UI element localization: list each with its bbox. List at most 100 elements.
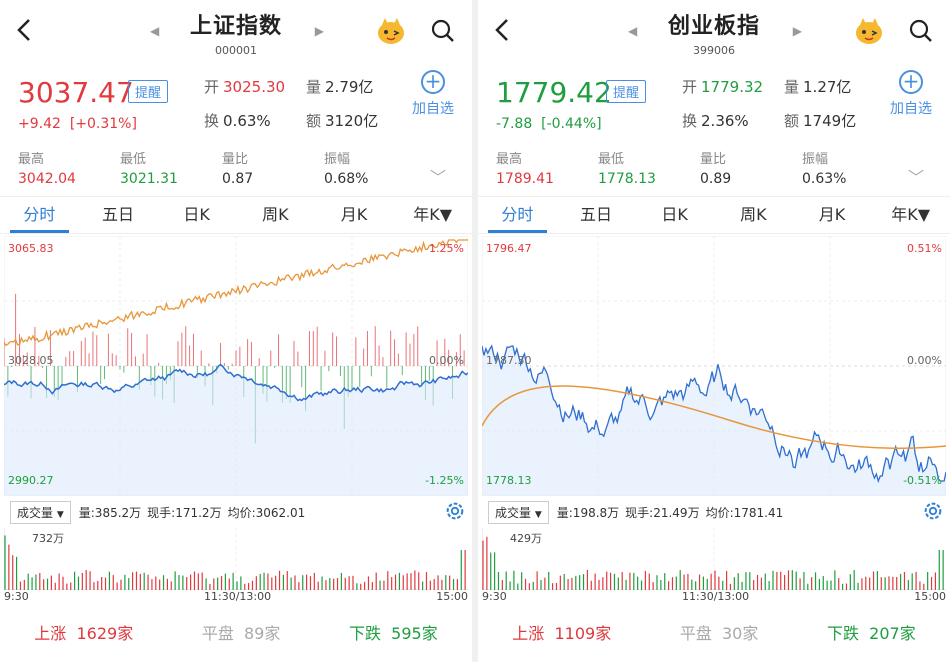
time-start: 9:30 <box>482 590 507 603</box>
volume-toolbar: 成交量 ▼ 量:385.2万 现手:171.2万 均价:3062.01 <box>10 500 470 524</box>
volume-amount: 量:385.2万 <box>78 505 142 520</box>
volume-select[interactable]: 成交量 ▼ <box>10 500 71 524</box>
header: ◀ 创业板指 399006 ▶ <box>478 0 950 64</box>
stat-amplitude: 振幅 0.63% <box>802 152 847 187</box>
chevron-down-icon[interactable]: ﹀ <box>429 168 446 187</box>
back-icon[interactable] <box>492 16 518 46</box>
volume-chart: 732万 <box>4 528 468 590</box>
volume: 量 1.27亿 <box>784 78 852 96</box>
add-watchlist-button[interactable]: + 加自选 <box>412 70 454 118</box>
volume-max-label: 429万 <box>510 532 542 545</box>
panel-divider <box>472 0 478 662</box>
stat-high: 最高 3042.04 <box>18 152 76 187</box>
volume-hand: 现手:171.2万 <box>147 505 222 520</box>
mascot-icon[interactable] <box>854 16 884 46</box>
index-panel-shanghai: ◀ 上证指数 000001 ▶ 3037.47 提醒 +9.42 [+0.31%… <box>0 0 472 662</box>
chevron-down-icon[interactable]: ﹀ <box>907 168 924 187</box>
tab-monthly-k[interactable]: 月K <box>340 205 368 224</box>
axis-label: 1.25% <box>429 242 464 255</box>
tab-yearly-k[interactable]: 年K▼ <box>891 205 931 224</box>
price-change: -7.88 [-0.44%] <box>496 116 602 132</box>
tab-daily-k[interactable]: 日K <box>661 205 688 224</box>
stat-low: 最低 1778.13 <box>598 152 656 187</box>
breadth-flat: 平盘 89家 <box>201 624 281 643</box>
remind-button[interactable]: 提醒 <box>128 80 169 103</box>
tab-yearly-k[interactable]: 年K▼ <box>413 205 453 224</box>
change-percent: [+0.31%] <box>69 116 137 132</box>
volume-select[interactable]: 成交量 ▼ <box>488 500 549 524</box>
tab-intraday[interactable]: 分时 <box>0 197 79 233</box>
amount: 额 1749亿 <box>784 112 857 130</box>
back-icon[interactable] <box>14 16 40 46</box>
intraday-chart[interactable]: 1796.47 1787.30 1778.13 0.51% 0.00% -0.51% <box>482 236 946 496</box>
current-price: 1779.42 <box>496 76 612 109</box>
volume-avg-price: 均价:3062.01 <box>227 505 306 520</box>
axis-label: 2990.27 <box>8 474 54 487</box>
axis-label: 1778.13 <box>486 474 532 487</box>
chart-tabs: 分时 五日 日K 周K 月K 年K▼ <box>478 196 950 234</box>
chart-tabs: 分时 五日 日K 周K 月K 年K▼ <box>0 196 472 234</box>
axis-label: -1.25% <box>425 474 464 487</box>
intraday-chart[interactable]: 3065.83 3028.05 2990.27 1.25% 0.00% -1.25% <box>4 236 468 496</box>
breadth-up: 上涨 1109家 <box>512 624 612 643</box>
open-price: 开 3025.30 <box>204 78 286 96</box>
stat-volume-ratio: 量比 0.87 <box>222 152 254 187</box>
add-watchlist-label: 加自选 <box>890 101 932 117</box>
axis-label: 1796.47 <box>486 242 532 255</box>
time-mid: 11:30/13:00 <box>204 590 272 603</box>
quote-section: 3037.47 提醒 +9.42 [+0.31%] 开 3025.30 量 2.79… <box>0 64 472 190</box>
tab-daily-k[interactable]: 日K <box>183 205 210 224</box>
remind-button[interactable]: 提醒 <box>606 80 647 103</box>
prev-index-icon[interactable]: ◀ <box>628 24 638 38</box>
volume: 量 2.79亿 <box>306 78 374 96</box>
search-icon[interactable] <box>430 18 456 44</box>
time-start: 9:30 <box>4 590 29 603</box>
index-panel-chinext: ◀ 创业板指 399006 ▶ 1779.42 提醒 -7.88 [-0.44%… <box>478 0 950 662</box>
price-change: +9.42 [+0.31%] <box>18 116 137 132</box>
current-price: 3037.47 <box>18 76 134 109</box>
volume-avg-price: 均价:1781.41 <box>705 505 784 520</box>
tab-five-day[interactable]: 五日 <box>580 205 613 224</box>
axis-label: 0.00% <box>429 354 464 367</box>
tab-weekly-k[interactable]: 周K <box>740 205 767 224</box>
volume-hand: 现手:21.49万 <box>625 505 700 520</box>
next-index-icon[interactable]: ▶ <box>314 24 324 38</box>
axis-label: 0.51% <box>907 242 942 255</box>
search-icon[interactable] <box>908 18 934 44</box>
quote-section: 1779.42 提醒 -7.88 [-0.44%] 开 1779.32 量 1.27… <box>478 64 950 190</box>
time-mid: 11:30/13:00 <box>682 590 750 603</box>
axis-label: -0.51% <box>903 474 942 487</box>
tab-monthly-k[interactable]: 月K <box>818 205 846 224</box>
tab-intraday[interactable]: 分时 <box>478 197 557 233</box>
plus-circle-icon: + <box>421 70 445 94</box>
amount: 额 3120亿 <box>306 112 379 130</box>
tab-five-day[interactable]: 五日 <box>102 205 135 224</box>
breadth-down: 下跌 595家 <box>348 624 438 643</box>
open-price: 开 1779.32 <box>682 78 764 96</box>
volume-toolbar: 成交量 ▼ 量:198.8万 现手:21.49万 均价:1781.41 <box>488 500 948 524</box>
index-code: 000001 <box>215 44 257 57</box>
add-watchlist-button[interactable]: + 加自选 <box>890 70 932 118</box>
change-value: +9.42 <box>18 116 61 132</box>
gear-icon[interactable] <box>444 500 466 522</box>
next-index-icon[interactable]: ▶ <box>792 24 802 38</box>
mascot-icon[interactable] <box>376 16 406 46</box>
axis-label: 3028.05 <box>8 354 54 367</box>
volume-max-label: 732万 <box>32 532 64 545</box>
turnover: 换 0.63% <box>204 112 271 130</box>
axis-label: 1787.30 <box>486 354 532 367</box>
stat-volume-ratio: 量比 0.89 <box>700 152 732 187</box>
plus-circle-icon: + <box>899 70 923 94</box>
time-end: 15:00 <box>436 590 468 603</box>
breadth-down: 下跌 207家 <box>826 624 916 643</box>
volume-chart: 429万 <box>482 528 946 590</box>
prev-index-icon[interactable]: ◀ <box>150 24 160 38</box>
axis-label: 0.00% <box>907 354 942 367</box>
change-value: -7.88 <box>496 116 533 132</box>
tab-weekly-k[interactable]: 周K <box>262 205 289 224</box>
add-watchlist-label: 加自选 <box>412 101 454 117</box>
volume-amount: 量:198.8万 <box>556 505 620 520</box>
stat-high: 最高 1789.41 <box>496 152 554 187</box>
gear-icon[interactable] <box>922 500 944 522</box>
breadth-flat: 平盘 30家 <box>679 624 759 643</box>
